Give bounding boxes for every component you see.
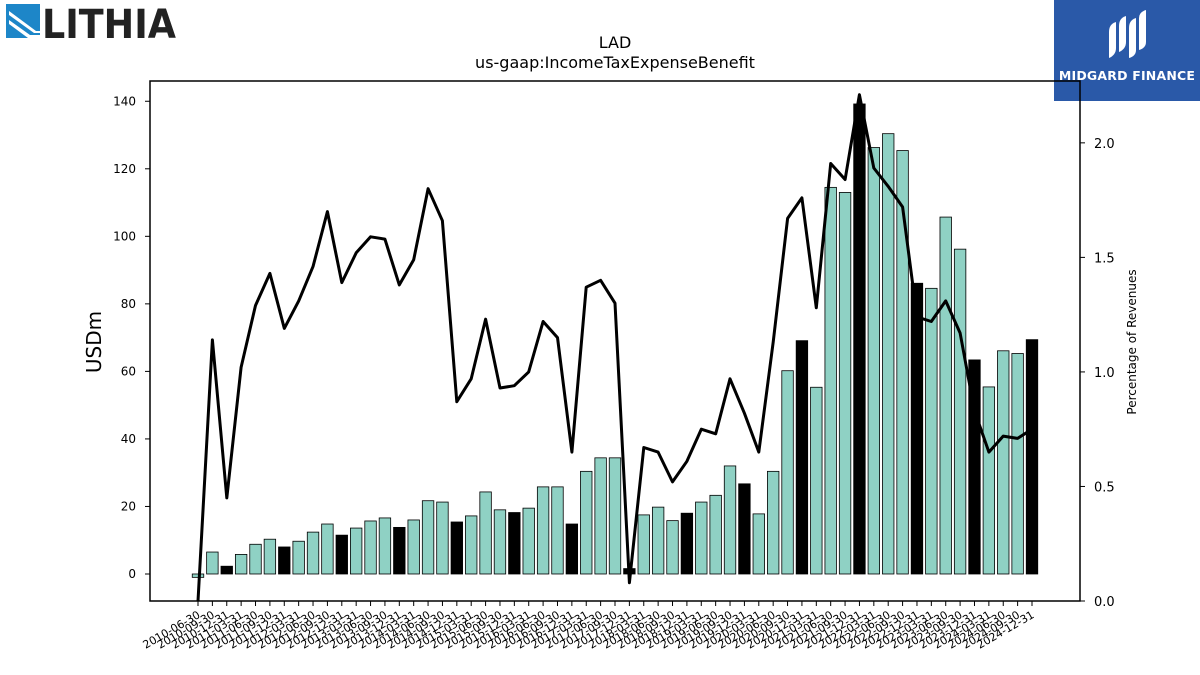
line-series — [196, 93, 1033, 602]
y-tick-label: 120 — [113, 162, 136, 176]
chart-title: LAD — [599, 33, 632, 52]
bar-2024-12-31 — [1025, 339, 1039, 575]
bar-2023-03-31 — [925, 287, 938, 575]
bar-2013-06-30 — [364, 520, 377, 575]
bar-2020-09-30 — [781, 370, 794, 575]
bar-2022-06-30 — [882, 133, 895, 575]
bar-2023-12-31 — [968, 359, 981, 575]
bar-2021-09-30 — [838, 192, 852, 575]
midgard-logo-text: MIDGARD FINANCE — [1058, 68, 1196, 83]
y-tick-label: 140 — [113, 94, 136, 108]
bar-2017-06-30 — [594, 457, 607, 575]
y-tick-label: 60 — [121, 364, 136, 378]
y-tick-label: 0 — [128, 567, 136, 581]
y2-tick-label: 0.0 — [1094, 595, 1115, 610]
bar-2010-09-30 — [206, 551, 219, 575]
bar-2015-06-30 — [479, 491, 492, 575]
y2-tick-label: 1.0 — [1094, 366, 1115, 381]
y2-tick-label: 2.0 — [1094, 137, 1115, 152]
bar-2014-12-31 — [450, 521, 463, 575]
bar-2019-09-30 — [723, 465, 737, 575]
bar-2015-03-31 — [465, 515, 478, 575]
bar-2017-03-31 — [580, 470, 593, 575]
lithia-logo: LITHIA — [6, 4, 176, 42]
bar-2024-03-31 — [982, 386, 996, 575]
bar-2014-06-30 — [421, 500, 435, 575]
bar-2021-12-31 — [853, 103, 866, 575]
bar-2019-12-31 — [738, 483, 751, 575]
bar-2020-12-31 — [795, 340, 809, 575]
percentage-of-revenues-line — [196, 93, 1033, 602]
bar-2016-12-31 — [565, 523, 579, 575]
midgard-finance-logo: MIDGARD FINANCE — [1054, 0, 1200, 101]
bar-2016-09-30 — [551, 486, 564, 575]
bar-2023-06-30 — [939, 216, 952, 575]
bar-2022-03-31 — [867, 147, 880, 575]
bar-2019-03-31 — [695, 501, 708, 575]
bar-2015-09-30 — [493, 509, 507, 575]
bar-2022-12-31 — [910, 282, 924, 575]
bar-2018-06-30 — [651, 506, 665, 575]
bar-2020-03-31 — [752, 513, 765, 575]
bar-2015-12-31 — [508, 512, 521, 575]
bar-2012-12-31 — [335, 534, 348, 575]
bar-2014-09-30 — [436, 501, 449, 575]
y2-tick-label: 0.5 — [1094, 480, 1115, 495]
bar-series — [191, 103, 1039, 578]
chart-subtitle: us-gaap:IncomeTaxExpenseBenefit — [475, 53, 755, 72]
bar-2018-03-31 — [637, 514, 650, 575]
bar-2016-03-31 — [522, 507, 535, 575]
y-tick-label: 80 — [121, 297, 136, 311]
bar-2024-09-30 — [1011, 353, 1024, 575]
y-tick-label: 20 — [121, 499, 136, 513]
bar-2016-06-30 — [536, 486, 550, 575]
bar-2021-06-30 — [824, 186, 837, 575]
bar-2020-06-30 — [767, 470, 780, 575]
bar-2023-09-30 — [953, 248, 967, 575]
bar-2013-12-31 — [393, 526, 406, 575]
bar-2024-06-30 — [997, 350, 1010, 575]
bar-2021-03-31 — [810, 386, 823, 575]
bar-2011-06-30 — [249, 543, 262, 575]
bar-2019-06-30 — [709, 494, 722, 575]
bar-2018-09-30 — [666, 520, 679, 575]
bar-2010-12-31 — [220, 565, 233, 575]
midgard-mark-icon — [1109, 10, 1146, 58]
y2-axis-label: Percentage of Revenues — [1125, 269, 1139, 414]
bar-2022-09-30 — [896, 150, 909, 575]
y-tick-label: 40 — [121, 432, 136, 446]
bar-2011-09-30 — [263, 538, 277, 575]
y-tick-label: 100 — [113, 229, 136, 243]
bar-2018-12-31 — [680, 512, 694, 575]
bar-2013-09-30 — [378, 517, 392, 575]
bar-2017-09-30 — [608, 457, 622, 575]
bar-2012-09-30 — [321, 523, 334, 575]
y2-tick-label: 1.5 — [1094, 251, 1115, 266]
bar-2012-03-31 — [292, 540, 305, 575]
bar-2013-03-31 — [350, 527, 363, 575]
y-axis-label: USDm — [82, 311, 106, 373]
lithia-logo-text: LITHIA — [42, 4, 176, 42]
bar-2012-06-30 — [306, 531, 320, 575]
bar-2011-12-31 — [278, 546, 291, 575]
bar-2011-03-31 — [234, 554, 248, 575]
bar-2014-03-31 — [407, 519, 420, 575]
